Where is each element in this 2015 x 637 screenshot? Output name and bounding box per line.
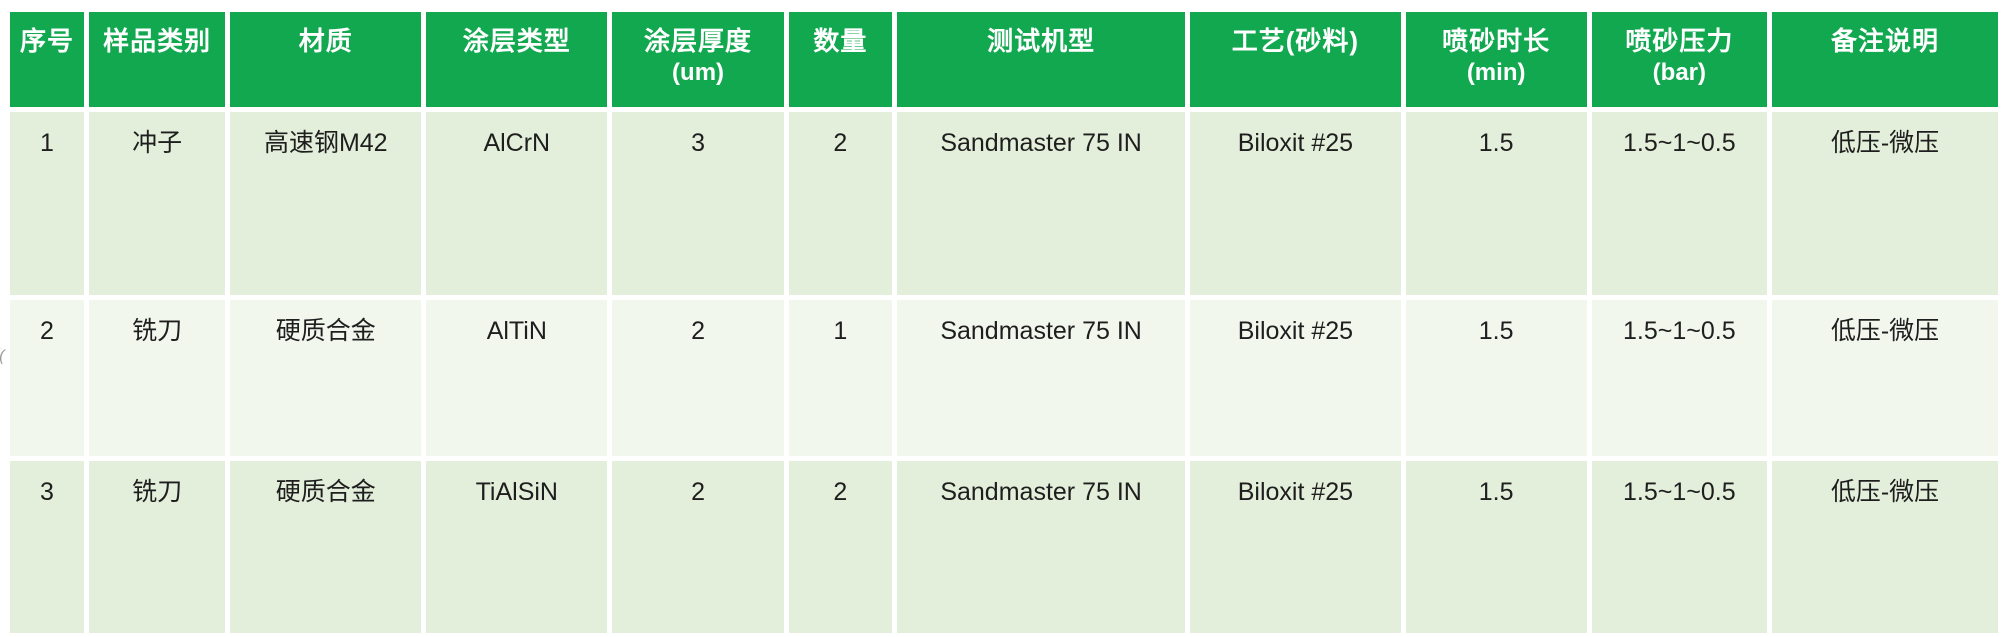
cell-coating-type: AlTiN <box>426 300 608 456</box>
col-header-label: 喷砂时长 <box>1442 26 1551 56</box>
cell-index: 3 <box>10 461 84 633</box>
stray-mark-glyph: (( <box>0 348 7 365</box>
cell-sample-type: 铣刀 <box>89 300 226 456</box>
cell-test-machine: Sandmaster 75 IN <box>896 112 1186 295</box>
cell-sample-type: 铣刀 <box>89 461 226 633</box>
cell-blast-duration: 1.5 <box>1405 461 1587 633</box>
col-header-label: 涂层厚度 <box>644 26 753 56</box>
left-edge-stray-mark: (( <box>0 348 8 382</box>
col-header-remarks: 备注说明 <box>1771 12 1998 107</box>
cell-index: 1 <box>10 112 84 295</box>
col-header-material: 材质 <box>230 12 422 107</box>
cell-material: 硬质合金 <box>230 461 422 633</box>
cell-index: 2 <box>10 300 84 456</box>
col-header-label: 数量 <box>813 26 868 56</box>
col-header-label: 材质 <box>298 26 353 56</box>
col-header-label: 工艺(砂料) <box>1231 26 1360 56</box>
col-header-label: 测试机型 <box>987 26 1096 56</box>
cell-coating-thickness: 3 <box>612 112 784 295</box>
cell-coating-thickness: 2 <box>612 300 784 456</box>
cell-material: 高速钢M42 <box>230 112 422 295</box>
cell-quantity: 2 <box>788 112 892 295</box>
col-header-blast-duration: 喷砂时长 (min) <box>1405 12 1587 107</box>
col-header-quantity: 数量 <box>788 12 892 107</box>
table-row: 3 铣刀 硬质合金 TiAlSiN 2 2 Sandmaster 75 IN B… <box>10 461 1998 633</box>
cell-blast-duration: 1.5 <box>1405 112 1587 295</box>
cell-material: 硬质合金 <box>230 300 422 456</box>
table-row: 1 冲子 高速钢M42 AlCrN 3 2 Sandmaster 75 IN B… <box>10 112 1998 295</box>
cell-blast-pressure: 1.5~1~0.5 <box>1591 112 1767 295</box>
col-header-label: 涂层类型 <box>462 26 571 56</box>
cell-remarks: 低压-微压 <box>1771 461 1998 633</box>
cell-blast-pressure: 1.5~1~0.5 <box>1591 461 1767 633</box>
col-header-coating-thickness: 涂层厚度 (um) <box>612 12 784 107</box>
col-header-unit: (min) <box>1466 58 1526 86</box>
col-header-test-machine: 测试机型 <box>896 12 1186 107</box>
cell-quantity: 2 <box>788 461 892 633</box>
cell-blast-duration: 1.5 <box>1405 300 1587 456</box>
cell-remarks: 低压-微压 <box>1771 112 1998 295</box>
table-row: 2 铣刀 硬质合金 AlTiN 2 1 Sandmaster 75 IN Bil… <box>10 300 1998 456</box>
col-header-unit: (um) <box>672 58 725 86</box>
col-header-index: 序号 <box>10 12 84 107</box>
cell-test-machine: Sandmaster 75 IN <box>896 300 1186 456</box>
cell-test-machine: Sandmaster 75 IN <box>896 461 1186 633</box>
cell-process-abrasive: Biloxit #25 <box>1190 461 1401 633</box>
cell-process-abrasive: Biloxit #25 <box>1190 300 1401 456</box>
col-header-blast-pressure: 喷砂压力 (bar) <box>1591 12 1767 107</box>
col-header-unit: (bar) <box>1652 58 1707 86</box>
table-header-row: 序号 样品类别 材质 涂层类型 涂层厚度 (um) <box>10 12 1998 107</box>
cell-process-abrasive: Biloxit #25 <box>1190 112 1401 295</box>
col-header-process-abrasive: 工艺(砂料) <box>1190 12 1401 107</box>
col-header-label: 备注说明 <box>1830 26 1939 56</box>
cell-remarks: 低压-微压 <box>1771 300 1998 456</box>
col-header-label: 序号 <box>19 26 74 56</box>
cell-coating-thickness: 2 <box>612 461 784 633</box>
col-header-coating-type: 涂层类型 <box>426 12 608 107</box>
cell-coating-type: TiAlSiN <box>426 461 608 633</box>
cell-quantity: 1 <box>788 300 892 456</box>
col-header-label: 样品类别 <box>103 26 212 56</box>
sandblasting-test-sample-table: 序号 样品类别 材质 涂层类型 涂层厚度 (um) <box>5 7 2003 637</box>
cell-sample-type: 冲子 <box>89 112 226 295</box>
cell-coating-type: AlCrN <box>426 112 608 295</box>
cell-blast-pressure: 1.5~1~0.5 <box>1591 300 1767 456</box>
col-header-sample-type: 样品类别 <box>89 12 226 107</box>
col-header-label: 喷砂压力 <box>1625 26 1734 56</box>
